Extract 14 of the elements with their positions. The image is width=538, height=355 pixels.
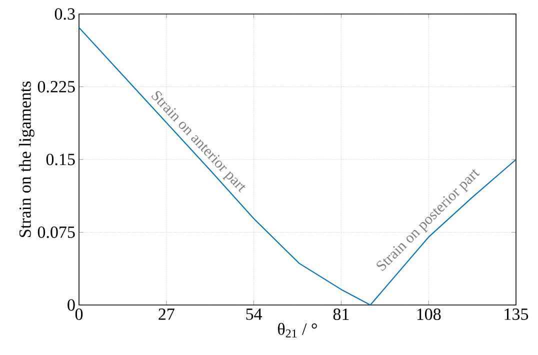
y-axis-title: Strain on the ligaments [18, 81, 34, 237]
x-tick-label: 108 [417, 308, 441, 320]
x-tick-label: 81 [333, 308, 349, 320]
y-tick-label: 0.075 [38, 226, 75, 238]
x-tick-label: 135 [504, 308, 528, 320]
y-tick-label: 0.225 [38, 80, 75, 93]
y-tick-label: 0.3 [54, 8, 75, 20]
x-axis-title: θ$_{21}$ / ° [278, 322, 317, 338]
x-tick-label: 27 [158, 308, 174, 320]
y-tick-label: 0 [68, 299, 75, 311]
y-tick-label: 0.15 [46, 154, 75, 166]
x-tick-label: 0 [75, 308, 83, 320]
line-series [79, 27, 516, 305]
x-tick-label: 54 [246, 308, 262, 320]
